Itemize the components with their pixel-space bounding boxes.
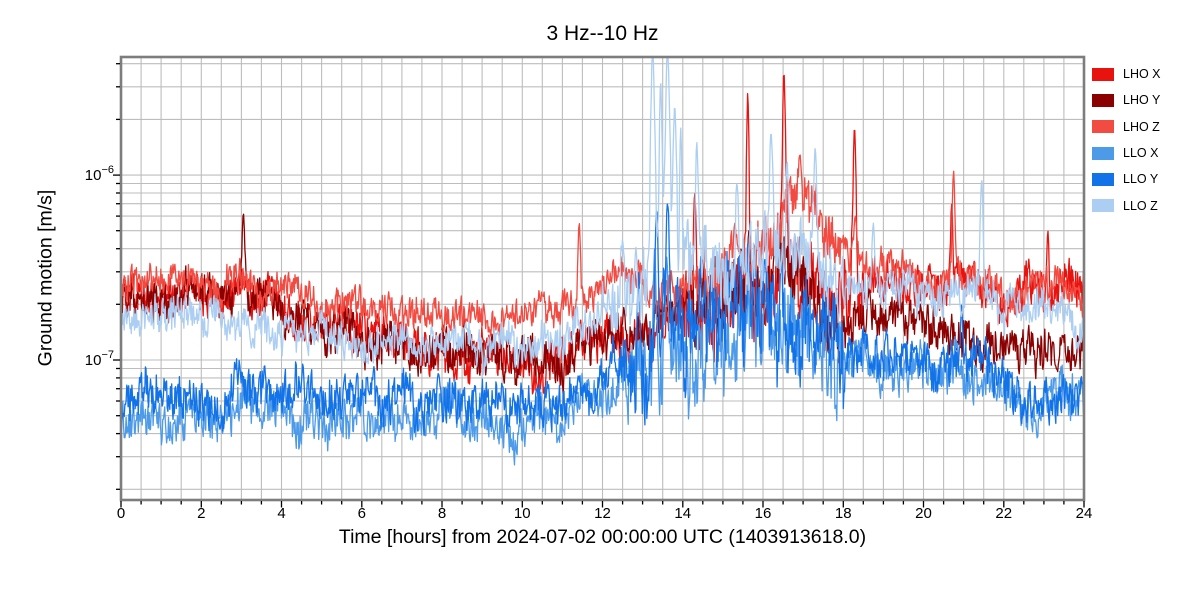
x-tick-label: 10 — [513, 505, 531, 522]
series-line-llo-y — [121, 203, 1084, 436]
legend-item-lho-x: LHO X — [1092, 61, 1161, 87]
chart-title: 3 Hz--10 Hz — [546, 22, 659, 45]
series-line-lho-y — [121, 213, 1084, 394]
x-tick-label: 8 — [437, 505, 447, 522]
x-tick-label: 16 — [754, 505, 772, 522]
x-tick-label: 14 — [674, 505, 692, 522]
legend-label: LLO Z — [1123, 198, 1158, 213]
legend-item-lho-y: LHO Y — [1092, 87, 1161, 113]
x-tick-label: 22 — [995, 505, 1013, 522]
y-axis-label: Ground motion [m/s] — [34, 189, 57, 367]
legend-label: LHO Y — [1123, 93, 1161, 108]
x-tick-label: 4 — [277, 505, 286, 522]
y-tick-label: 10−7 — [84, 349, 114, 369]
legend-item-lho-z: LHO Z — [1092, 114, 1161, 140]
x-tick-label: 6 — [357, 505, 366, 522]
axis-ticks — [113, 63, 1085, 508]
legend-label: LLO Y — [1123, 172, 1159, 187]
x-tick-label: 2 — [197, 505, 206, 522]
legend-swatch — [1092, 93, 1114, 107]
x-tick-label: 12 — [594, 505, 611, 522]
plot-frame — [119, 55, 1086, 502]
legend: LHO X LHO Y LHO Z LLO X LLO Y LLO Z — [1092, 61, 1161, 219]
legend-label: LHO Z — [1123, 119, 1160, 134]
legend-label: LLO X — [1123, 146, 1159, 161]
x-axis-label: Time [hours] from 2024-07-02 00:00:00 UT… — [338, 526, 867, 548]
legend-label: LHO X — [1123, 67, 1161, 82]
legend-swatch — [1092, 146, 1114, 160]
series-lines — [121, 57, 1084, 466]
legend-swatch — [1092, 120, 1114, 134]
y-tick-label: 10−6 — [84, 164, 114, 185]
legend-item-llo-y: LLO Y — [1092, 166, 1161, 192]
legend-swatch — [1092, 199, 1114, 213]
x-tick-label: 24 — [1075, 505, 1093, 522]
legend-swatch — [1092, 172, 1114, 186]
series-line-llo-z — [121, 57, 1084, 376]
x-tick-label: 18 — [834, 505, 852, 522]
legend-item-llo-z: LLO Z — [1092, 192, 1161, 218]
legend-item-llo-x: LLO X — [1092, 140, 1161, 166]
x-tick-label: 0 — [116, 505, 126, 522]
legend-swatch — [1092, 67, 1114, 81]
x-tick-label: 20 — [915, 505, 932, 522]
